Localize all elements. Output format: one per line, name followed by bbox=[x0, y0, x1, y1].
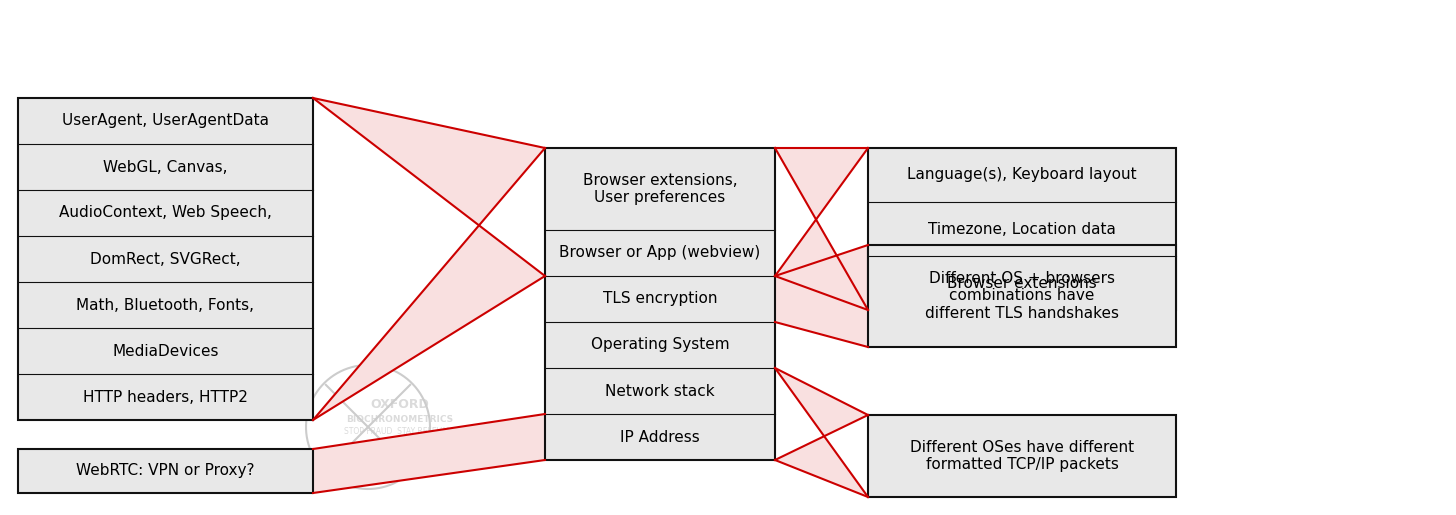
Text: UserAgent, UserAgentData: UserAgent, UserAgentData bbox=[63, 113, 269, 129]
Text: BIOCHRONOMETRICS: BIOCHRONOMETRICS bbox=[347, 415, 454, 423]
Polygon shape bbox=[775, 148, 868, 219]
FancyBboxPatch shape bbox=[868, 415, 1176, 497]
Text: Timezone, Location data: Timezone, Location data bbox=[927, 221, 1115, 236]
FancyBboxPatch shape bbox=[545, 148, 775, 460]
Text: TLS encryption: TLS encryption bbox=[603, 291, 718, 306]
Polygon shape bbox=[775, 219, 868, 310]
Text: OXFORD: OXFORD bbox=[371, 399, 430, 411]
Text: IP Address: IP Address bbox=[620, 430, 700, 444]
Text: Different OSes have different
formatted TCP/IP packets: Different OSes have different formatted … bbox=[910, 440, 1134, 472]
FancyBboxPatch shape bbox=[868, 148, 1176, 310]
Text: Language(s), Keyboard layout: Language(s), Keyboard layout bbox=[907, 167, 1137, 182]
Text: HTTP headers, HTTP2: HTTP headers, HTTP2 bbox=[83, 389, 248, 404]
Polygon shape bbox=[775, 368, 868, 436]
Text: Math, Bluetooth, Fonts,: Math, Bluetooth, Fonts, bbox=[77, 298, 255, 313]
Text: Operating System: Operating System bbox=[591, 337, 729, 352]
Text: MediaDevices: MediaDevices bbox=[112, 344, 218, 358]
Polygon shape bbox=[313, 98, 545, 226]
Polygon shape bbox=[313, 226, 545, 420]
Polygon shape bbox=[313, 414, 545, 493]
Polygon shape bbox=[775, 245, 868, 347]
Text: WebRTC: VPN or Proxy?: WebRTC: VPN or Proxy? bbox=[76, 464, 255, 478]
Text: Different OS + browsers
combinations have
different TLS handshakes: Different OS + browsers combinations hav… bbox=[925, 271, 1120, 321]
Text: Browser or App (webview): Browser or App (webview) bbox=[559, 246, 760, 261]
Polygon shape bbox=[775, 436, 868, 497]
Text: Network stack: Network stack bbox=[606, 384, 715, 399]
FancyBboxPatch shape bbox=[868, 245, 1176, 347]
FancyBboxPatch shape bbox=[17, 449, 313, 493]
Text: STOP FRAUD  STAY RELEVANT: STOP FRAUD STAY RELEVANT bbox=[344, 427, 457, 437]
FancyBboxPatch shape bbox=[17, 98, 313, 420]
Text: WebGL, Canvas,: WebGL, Canvas, bbox=[103, 160, 227, 175]
Text: DomRect, SVGRect,: DomRect, SVGRect, bbox=[90, 251, 240, 266]
Text: AudioContext, Web Speech,: AudioContext, Web Speech, bbox=[60, 205, 272, 220]
Text: Browser extensions,
User preferences: Browser extensions, User preferences bbox=[582, 173, 737, 205]
Text: Browser extensions: Browser extensions bbox=[946, 276, 1096, 290]
